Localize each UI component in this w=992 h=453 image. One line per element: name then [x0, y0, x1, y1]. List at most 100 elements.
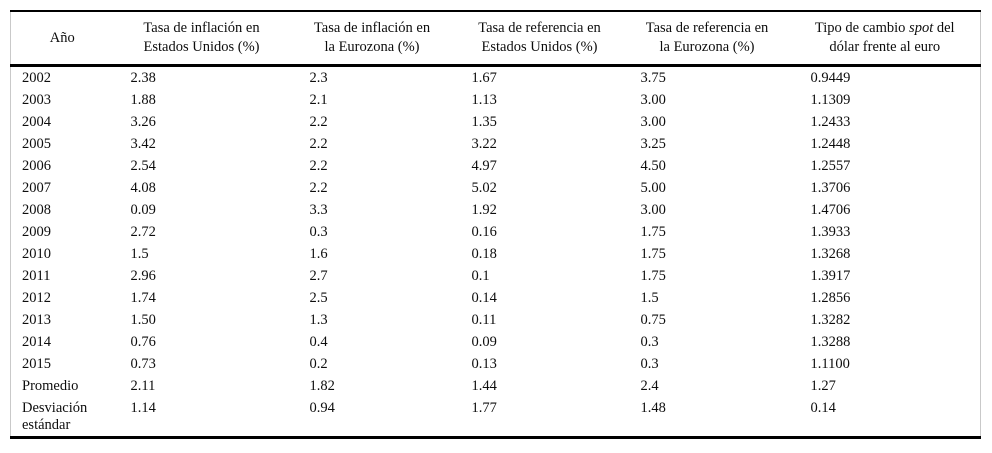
- value-cell: 0.75: [640, 311, 666, 328]
- value-cell: 1.3933: [810, 223, 851, 240]
- value-cell: 1.2448: [810, 135, 851, 152]
- value-cell: 4.97: [471, 157, 497, 174]
- value-cell: 1.35: [471, 113, 497, 130]
- value-cell: 1.48: [640, 399, 666, 416]
- value-cell: 0.94: [309, 399, 335, 416]
- table-row: Desviación estándar 1.14 0.94 1.77 1.48 0.14: [11, 397, 981, 438]
- column-header-line: Tasa de inflación en: [143, 20, 260, 36]
- value-cell: 1.13: [471, 91, 497, 108]
- value-cell: 0.1: [471, 267, 490, 284]
- value-cell: 1.2433: [810, 113, 851, 130]
- value-cell: 1.2856: [810, 289, 851, 306]
- table-row: 2005 3.42 2.2 3.22 3.25 1.2448: [11, 133, 981, 155]
- value-cell: 1.92: [471, 201, 497, 218]
- value-cell: 0.14: [810, 399, 836, 416]
- value-cell: 0.11: [471, 311, 497, 328]
- row-label-cell: 2013: [22, 311, 51, 328]
- value-cell: 1.75: [640, 267, 666, 284]
- value-cell: 0.3: [640, 333, 659, 350]
- column-header-line: Tasa de referencia en: [645, 20, 769, 36]
- value-cell: 1.75: [640, 245, 666, 262]
- column-header-line: Tasa de referencia en: [478, 20, 601, 36]
- column-header-line: Estados Unidos (%): [481, 39, 598, 55]
- value-cell: 1.27: [810, 377, 836, 394]
- value-cell: 1.77: [471, 399, 497, 416]
- row-label-cell: 2004: [22, 113, 51, 130]
- row-label-cell: 2010: [22, 245, 51, 262]
- value-cell: 2.2: [309, 157, 328, 174]
- column-header-referencia-us: Tasa de referencia en Estados Unidos (%): [454, 11, 625, 67]
- value-cell: 0.13: [471, 355, 497, 372]
- value-cell: 1.5: [130, 245, 149, 262]
- value-cell: 1.4706: [810, 201, 851, 218]
- table-header: Año Tasa de inflación en Estados Unidos (%…: [10, 11, 981, 67]
- value-cell: 0.09: [130, 201, 156, 218]
- value-cell: 1.3706: [810, 179, 851, 196]
- value-cell: 1.3917: [810, 267, 851, 284]
- value-cell: 0.3: [309, 223, 328, 240]
- table-row: 2003 1.88 2.1 1.13 3.00 1.1309: [11, 89, 981, 111]
- value-cell: 1.3: [309, 311, 328, 328]
- value-cell: 0.73: [130, 355, 156, 372]
- table-body: 2002 2.38 2.3 1.67 3.75 0.9449 2003 1.88 2.1 1.13…: [11, 66, 981, 438]
- value-cell: 1.44: [471, 377, 497, 394]
- column-header-referencia-ez: Tasa de referencia en la Eurozona (%): [624, 11, 790, 67]
- table-row: 2011 2.96 2.7 0.1 1.75 1.3917: [11, 265, 981, 287]
- value-cell: 1.75: [640, 223, 666, 240]
- value-cell: 2.38: [130, 69, 156, 86]
- column-header-line: Estados Unidos (%): [143, 39, 260, 55]
- table-row: 2014 0.76 0.4 0.09 0.3 1.3288: [11, 331, 981, 353]
- value-cell: 0.14: [471, 289, 497, 306]
- table-row: 2006 2.54 2.2 4.97 4.50 1.2557: [11, 155, 981, 177]
- column-header-line: Tasa de inflación en: [313, 20, 431, 36]
- column-header-line: dólar frente al euro: [829, 39, 941, 55]
- value-cell: 3.00: [640, 201, 666, 218]
- table-header-row: Año Tasa de inflación en Estados Unidos (%…: [10, 11, 981, 67]
- table-row: 2012 1.74 2.5 0.14 1.5 1.2856: [11, 287, 981, 309]
- column-header-line: la Eurozona (%): [659, 39, 755, 55]
- value-cell: 2.7: [309, 267, 328, 284]
- column-header-inflacion-us: Tasa de inflación en Estados Unidos (%): [113, 11, 290, 67]
- value-cell: 2.3: [309, 69, 328, 86]
- value-cell: 3.25: [640, 135, 666, 152]
- table-row: 2007 4.08 2.2 5.02 5.00 1.3706: [11, 177, 981, 199]
- value-cell: 2.96: [130, 267, 156, 284]
- value-cell: 3.42: [130, 135, 156, 152]
- table-row: 2009 2.72 0.3 0.16 1.75 1.3933: [11, 221, 981, 243]
- value-cell: 3.75: [640, 69, 666, 86]
- value-cell: 4.08: [130, 179, 156, 196]
- value-cell: 1.2557: [810, 157, 851, 174]
- table-row: 2002 2.38 2.3 1.67 3.75 0.9449: [11, 66, 981, 90]
- table-row: 2010 1.5 1.6 0.18 1.75 1.3268: [11, 243, 981, 265]
- value-cell: 1.3288: [810, 333, 851, 350]
- value-cell: 1.14: [130, 399, 156, 416]
- value-cell: 1.88: [130, 91, 156, 108]
- value-cell: 3.00: [640, 113, 666, 130]
- value-cell: 2.1: [309, 91, 328, 108]
- value-cell: 2.5: [309, 289, 328, 306]
- value-cell: 3.26: [130, 113, 156, 130]
- value-cell: 2.72: [130, 223, 156, 240]
- macro-indicators-table: Año Tasa de inflación en Estados Unidos (%…: [10, 10, 981, 439]
- value-cell: 2.54: [130, 157, 156, 174]
- value-cell: 0.09: [471, 333, 497, 350]
- value-cell: 0.76: [130, 333, 156, 350]
- row-label-cell: 2009: [22, 223, 51, 240]
- value-cell: 0.2: [309, 355, 328, 372]
- value-cell: 2.2: [309, 135, 328, 152]
- value-cell: 0.18: [471, 245, 497, 262]
- row-label-cell: Promedio: [22, 377, 79, 394]
- value-cell: 1.82: [309, 377, 335, 394]
- column-header-line: Tipo de cambio spot del: [814, 20, 955, 36]
- value-cell: 5.02: [471, 179, 497, 196]
- italic-word: spot: [909, 20, 934, 36]
- column-header-ano: Año: [10, 11, 114, 67]
- row-label-cell: 2014: [22, 333, 51, 350]
- value-cell: 2.2: [309, 113, 328, 130]
- row-label-cell: 2008: [22, 201, 51, 218]
- value-cell: 1.3282: [810, 311, 851, 328]
- column-header-tipo-cambio-spot: Tipo de cambio spot del dólar frente al e…: [789, 11, 981, 67]
- table-row: 2013 1.50 1.3 0.11 0.75 1.3282: [11, 309, 981, 331]
- column-header-line: la Eurozona (%): [324, 39, 420, 55]
- value-cell: 1.1100: [810, 355, 850, 372]
